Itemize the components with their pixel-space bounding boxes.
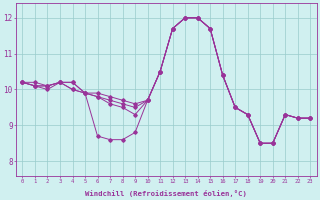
X-axis label: Windchill (Refroidissement éolien,°C): Windchill (Refroidissement éolien,°C) (85, 190, 247, 197)
